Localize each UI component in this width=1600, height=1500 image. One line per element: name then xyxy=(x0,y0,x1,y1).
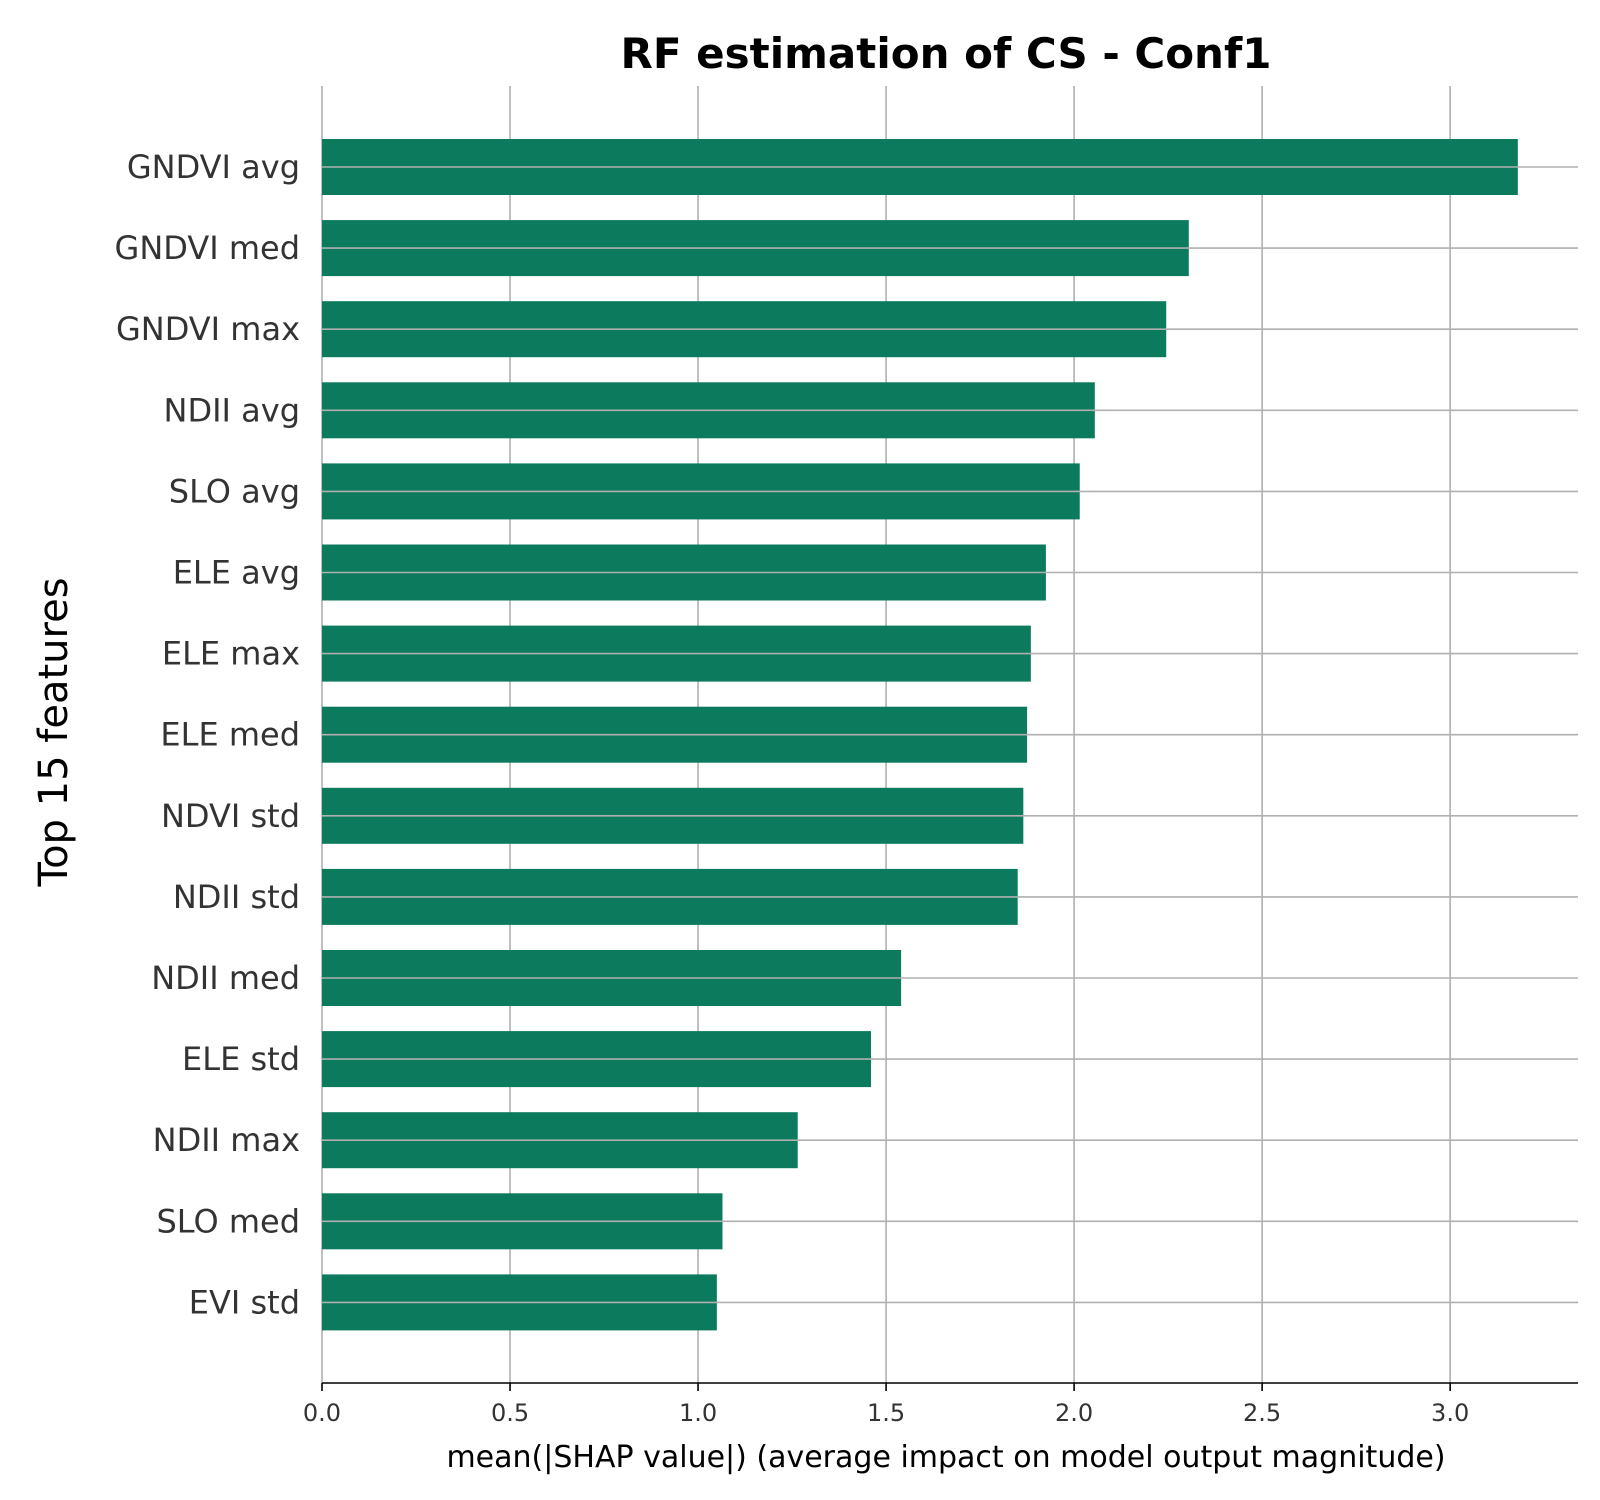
category-label: NDVI std xyxy=(161,797,300,835)
category-label: NDII avg xyxy=(164,391,300,429)
x-axis-label: mean(|SHAP value|) (average impact on mo… xyxy=(446,1440,1445,1475)
category-label: NDII med xyxy=(151,959,300,997)
category-label: GNDVI max xyxy=(116,310,300,348)
category-label: EVI std xyxy=(189,1283,300,1321)
y-axis-label: Top 15 features xyxy=(31,577,77,887)
category-label: ELE std xyxy=(182,1040,300,1078)
category-label: ELE avg xyxy=(173,554,300,592)
x-tick-label: 3.0 xyxy=(1431,1399,1469,1427)
category-label: SLO med xyxy=(156,1202,300,1240)
category-label: NDII max xyxy=(153,1121,300,1159)
x-tick-label: 2.5 xyxy=(1243,1399,1281,1427)
category-label: NDII std xyxy=(173,878,300,916)
category-label: GNDVI med xyxy=(115,229,300,267)
x-tick-label: 0.5 xyxy=(491,1399,529,1427)
category-label: ELE med xyxy=(160,716,300,754)
x-tick-label: 2.0 xyxy=(1055,1399,1093,1427)
bars xyxy=(322,139,1578,1331)
category-labels: GNDVI avg GNDVI med GNDVI max NDII avg SLO a… xyxy=(115,148,300,1321)
x-tick-label: 1.0 xyxy=(679,1399,717,1427)
category-label: ELE max xyxy=(162,635,300,673)
x-tick-label: 0.0 xyxy=(303,1399,341,1427)
category-label: GNDVI avg xyxy=(127,148,300,186)
chart-title: RF estimation of CS - Conf1 xyxy=(621,29,1272,78)
category-label: SLO avg xyxy=(169,472,300,510)
x-ticks: 0.0 0.5 1.0 1.5 2.0 2.5 3.0 xyxy=(303,1383,1469,1427)
x-tick-label: 1.5 xyxy=(867,1399,905,1427)
